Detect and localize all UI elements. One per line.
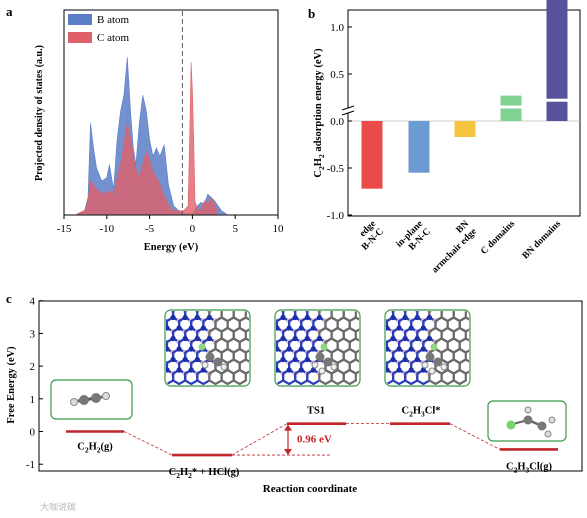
pdos-x-tick-label: -15 bbox=[57, 223, 72, 235]
adsorption-y-tick-label: -1.0 bbox=[327, 210, 345, 222]
bar-c-domains-lower bbox=[500, 108, 522, 121]
category-label: edgeB-N-C bbox=[352, 219, 386, 253]
category-label: BNarmchair edge bbox=[423, 219, 479, 275]
category-label: BN domains bbox=[521, 219, 564, 262]
energy-y-tick-label: 0 bbox=[30, 427, 36, 439]
pdos-x-tick-label: -5 bbox=[145, 223, 155, 235]
adsorption-y-tick-label: 0.0 bbox=[330, 116, 344, 128]
state-label: C2H3Cl(g) bbox=[506, 461, 553, 474]
pdos-x-tick-label: -10 bbox=[99, 223, 114, 235]
legend-swatch-c-atom bbox=[68, 32, 92, 43]
pdos-x-tick-label: 0 bbox=[190, 223, 196, 235]
axis-break-mark bbox=[341, 105, 355, 111]
free-energy-diagram: -1 0 1 2 3 4 0.96 eV C2H2(g) C2H2* + HCl(g) TS1 C… bbox=[6, 296, 583, 495]
pdos-x-axis-title: Energy (eV) bbox=[144, 242, 199, 253]
bar-edge-b-n-c bbox=[361, 121, 383, 189]
energy-y-tick-label: 1 bbox=[30, 394, 36, 406]
energy-plot-frame bbox=[38, 300, 583, 472]
inset-acetylene-gas bbox=[50, 379, 133, 420]
energy-y-tick-label: 2 bbox=[30, 361, 36, 373]
pdos-y-axis-title: Projected density of states (a.u.) bbox=[34, 45, 45, 181]
inset-vinyl-chloride-gas bbox=[487, 400, 567, 442]
bar-bn-domains bbox=[546, 0, 568, 99]
adsorption-y-axis-title: C2H2 adsorption energy (eV) bbox=[313, 48, 326, 178]
adsorption-plot-frame bbox=[347, 9, 581, 217]
barrier-label: 0.96 eV bbox=[297, 434, 332, 446]
inset-surface-structure bbox=[384, 309, 471, 387]
legend-label-c-atom: C atom bbox=[97, 32, 130, 44]
axis-break-mark bbox=[341, 110, 355, 116]
pdos-chart: -15 -10 -5 0 5 10 B atom C atom Energy (eV) P… bbox=[34, 9, 285, 253]
pdos-series-c-atom bbox=[76, 62, 219, 215]
energy-y-tick-label: 3 bbox=[30, 328, 36, 340]
state-label: C2H2(g) bbox=[77, 442, 113, 455]
energy-x-axis-title: Reaction coordinate bbox=[263, 483, 358, 495]
axis-break-gap bbox=[343, 108, 353, 113]
adsorption-y-tick-label: 0.5 bbox=[330, 69, 344, 81]
category-label: in-planeB-N-C bbox=[395, 219, 433, 257]
bar-bn-armchair-edge bbox=[454, 121, 476, 137]
watermark: 大咖说碳 bbox=[40, 501, 76, 513]
state-label: C2H2* + HCl(g) bbox=[169, 467, 240, 480]
barrier-arrow-head bbox=[284, 449, 292, 456]
inset-surface-structure bbox=[164, 309, 251, 387]
energy-y-tick-label: 4 bbox=[30, 296, 36, 308]
panel-label-a: a bbox=[6, 4, 13, 19]
bar-bn-domains-lower bbox=[546, 101, 568, 121]
pdos-plot-frame bbox=[63, 9, 279, 216]
panel-label-b: b bbox=[308, 6, 315, 21]
pathway-connector bbox=[123, 431, 173, 456]
pdos-x-tick-label: 10 bbox=[273, 223, 285, 235]
adsorption-y-tick-label: 1.0 bbox=[330, 22, 344, 34]
pdos-legend: B atom C atom bbox=[68, 14, 130, 44]
bar-in-plane-b-n-c bbox=[408, 121, 430, 173]
category-label: C domains bbox=[479, 219, 517, 257]
energy-y-axis-title: Free Energy (eV) bbox=[6, 346, 17, 424]
state-label: C2H3Cl* bbox=[401, 406, 440, 419]
adsorption-y-tick-label: -0.5 bbox=[327, 163, 345, 175]
legend-label-b-atom: B atom bbox=[97, 14, 130, 26]
adsorption-energy-chart: -1.0-0.50.00.51.01.5 C2H2 adsorption ene… bbox=[313, 0, 581, 275]
legend-swatch-b-atom bbox=[68, 14, 92, 25]
inset-surface-structure bbox=[274, 309, 361, 387]
barrier-arrow-head bbox=[284, 424, 292, 431]
energy-y-tick-label: -1 bbox=[26, 459, 35, 471]
pathway-connector bbox=[231, 423, 288, 456]
pathway-connector bbox=[449, 423, 501, 450]
pdos-x-tick-label: 5 bbox=[232, 223, 238, 235]
panel-label-c: c bbox=[6, 291, 12, 306]
bar-c-domains bbox=[500, 95, 522, 106]
state-label: TS1 bbox=[307, 406, 325, 417]
